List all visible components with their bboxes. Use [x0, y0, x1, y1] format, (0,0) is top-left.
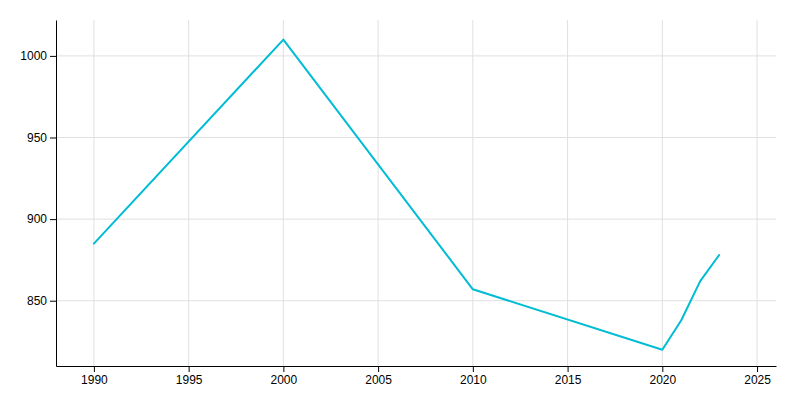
grid-line — [56, 55, 776, 56]
grid-line — [567, 20, 568, 366]
grid-line — [56, 300, 776, 301]
tick-mark — [50, 138, 56, 139]
grid-line — [757, 20, 758, 366]
grid-line — [378, 20, 379, 366]
tick: 1995 — [176, 366, 203, 387]
tick: 2020 — [649, 366, 676, 387]
tick-mark — [378, 366, 379, 372]
chart-svg: 1990 1995 2000 2005 2010 2015 2020 2025 850 900 95… — [0, 0, 800, 400]
tick-mark — [757, 366, 758, 372]
tick-mark — [473, 366, 474, 372]
tick-mark — [50, 301, 56, 302]
tick: 900 — [27, 212, 56, 226]
tick-mark — [568, 366, 569, 372]
tick-mark — [94, 366, 95, 372]
tick-mark — [662, 366, 663, 372]
grid — [56, 20, 776, 366]
tick-mark — [283, 366, 284, 372]
tick: 1990 — [81, 366, 108, 387]
chart-container: 1990 1995 2000 2005 2010 2015 2020 2025 850 900 95… — [0, 0, 800, 400]
axis-domain — [57, 366, 777, 367]
tick-label: 2025 — [744, 373, 771, 387]
tick-label: 900 — [27, 212, 47, 226]
grid-line — [283, 20, 284, 366]
tick-label: 1990 — [81, 373, 108, 387]
line — [94, 40, 719, 350]
grid-line — [662, 20, 663, 366]
tick: 850 — [27, 294, 56, 308]
tick-label: 2020 — [649, 373, 676, 387]
grid-line — [93, 20, 94, 366]
axis-domain — [56, 21, 57, 367]
tick: 2005 — [365, 366, 392, 387]
marks — [94, 40, 719, 350]
grid-line — [56, 137, 776, 138]
tick-mark — [50, 219, 56, 220]
tick: 2015 — [555, 366, 582, 387]
tick-label: 850 — [27, 294, 47, 308]
tick-label: 2000 — [271, 373, 298, 387]
tick-label: 2015 — [555, 373, 582, 387]
tick-label: 1000 — [20, 49, 47, 63]
grid-line — [188, 20, 189, 366]
tick-mark — [189, 366, 190, 372]
x-axis: 1990 1995 2000 2005 2010 2015 2020 2025 — [57, 366, 777, 387]
tick-label: 1995 — [176, 373, 203, 387]
tick-mark — [50, 56, 56, 57]
tick: 2010 — [460, 366, 487, 387]
tick-label: 2005 — [365, 373, 392, 387]
tick: 2000 — [271, 366, 298, 387]
tick: 1000 — [20, 49, 56, 63]
y-axis: 850 900 950 1000 — [20, 21, 56, 367]
tick: 2025 — [744, 366, 771, 387]
tick-label: 950 — [27, 131, 47, 145]
tick: 950 — [27, 131, 56, 145]
grid-line — [56, 219, 776, 220]
tick-label: 2010 — [460, 373, 487, 387]
grid-line — [472, 20, 473, 366]
